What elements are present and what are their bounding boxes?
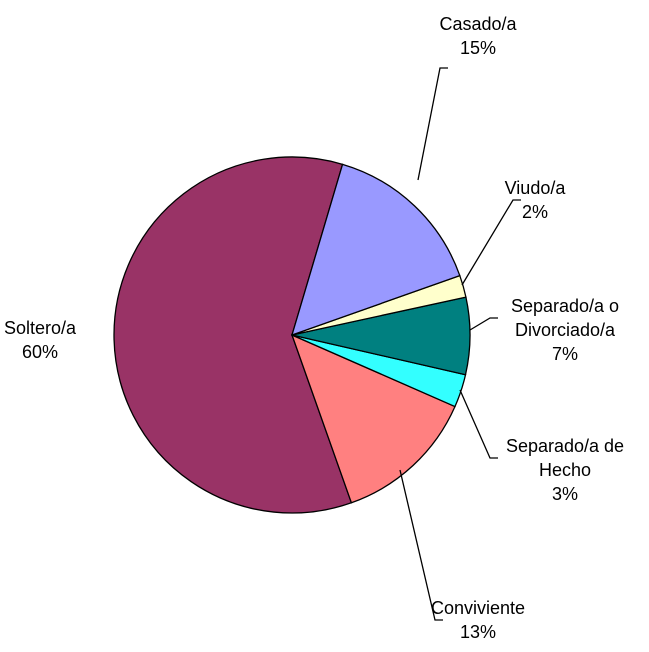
pie-slice: [113, 156, 353, 514]
pie-slice: [290, 333, 456, 504]
leader-line: [461, 199, 521, 286]
value-label: 15%: [459, 38, 497, 58]
value-label: 3%: [551, 484, 578, 504]
category-label: Soltero/a: [3, 318, 77, 338]
category-label: Viudo/a: [504, 178, 566, 198]
leader-line: [459, 389, 498, 459]
leader-line: [469, 317, 498, 331]
pie-slice: [291, 163, 461, 337]
slice-label: Conviviente 13%: [418, 596, 538, 644]
category-label: Casado/a: [439, 14, 517, 34]
leader-line: [417, 67, 448, 181]
leader-line: [399, 469, 443, 621]
category-label: Separado/a de Hecho: [505, 436, 625, 480]
value-label: 7%: [551, 344, 578, 364]
value-label: 13%: [459, 622, 497, 642]
category-label: Separado/a o Divorciado/a: [510, 296, 620, 340]
value-label: 2%: [521, 202, 548, 222]
slice-label: Viudo/a 2%: [485, 176, 585, 224]
category-label: Conviviente: [430, 598, 526, 618]
slice-label: Separado/a de Hecho 3%: [490, 434, 640, 506]
slice-label: Separado/a o Divorciado/a 7%: [495, 294, 635, 366]
slice-label: Casado/a 15%: [418, 12, 538, 60]
value-label: 60%: [21, 342, 59, 362]
slice-label: Soltero/a 60%: [0, 316, 90, 364]
